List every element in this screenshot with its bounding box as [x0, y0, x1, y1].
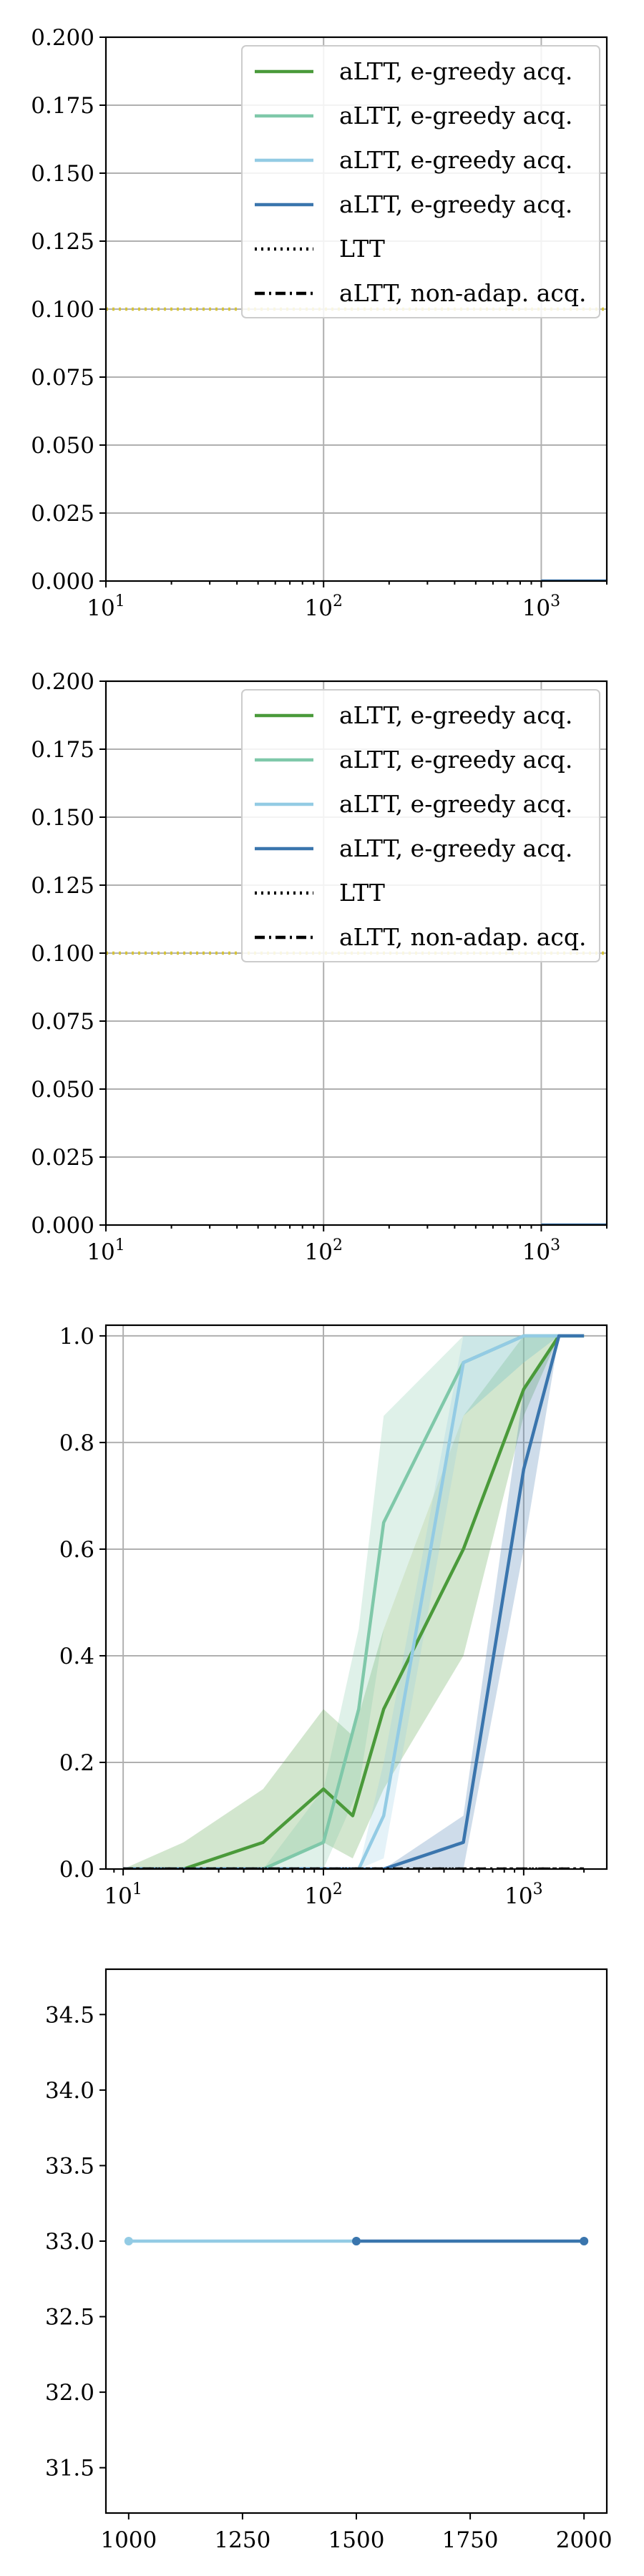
legend-label: aLTT, e-greedy acq.: [339, 834, 572, 862]
x-tick-label: 103: [522, 592, 560, 621]
confidence-band: [123, 1335, 585, 1869]
data-point: [124, 2237, 133, 2245]
data-layer: [123, 1334, 585, 1869]
legend-label: aLTT, e-greedy acq.: [339, 102, 572, 130]
y-tick-label: 0.175: [31, 737, 94, 763]
y-tick-label: 0.175: [31, 93, 94, 119]
y-tick-label: 0.100: [31, 941, 94, 967]
y-tick-label: 0.075: [31, 365, 94, 391]
confidence-band: [123, 1335, 585, 1869]
x-tick-label: 103: [504, 1880, 542, 1909]
y-tick-label: 0.125: [31, 229, 94, 255]
top-error-chart: 0.000 0.025 0.050 0.075 0.100 0.125 0.150 0.175…: [31, 25, 608, 621]
y-tick-label: 32.5: [45, 2305, 94, 2331]
y-tick-label: 0.150: [31, 161, 94, 187]
x-tick-label: 1750: [442, 2527, 499, 2553]
y-tick-label: 0.125: [31, 873, 94, 899]
y-tick-label: 0.050: [31, 433, 94, 459]
legend-label: LTT: [339, 879, 385, 907]
y-tick-label: 33.0: [45, 2229, 94, 2255]
y-tick-label: 0.0: [59, 1857, 94, 1883]
x-tick-label: 102: [304, 592, 342, 621]
legend-box: [241, 45, 600, 318]
y-tick-label: 0.2: [59, 1750, 94, 1776]
x-tick-label: 102: [304, 1236, 342, 1265]
y-tick-label: 0.4: [59, 1644, 94, 1669]
series-line: [123, 1334, 585, 1869]
y-tick-label: 32.0: [45, 2380, 94, 2406]
legend-label: aLTT, e-greedy acq.: [339, 701, 572, 729]
y-tick-label: 33.5: [45, 2153, 94, 2179]
x-tick-label: 101: [87, 1236, 125, 1265]
legend-label: aLTT, non-adap. acq.: [339, 279, 587, 307]
legend-label: aLTT, e-greedy acq.: [339, 146, 572, 174]
legend-label: aLTT, non-adap. acq.: [339, 923, 587, 951]
x-tick-label: 1250: [214, 2527, 270, 2553]
y-tick-label: 1.0: [59, 1324, 94, 1350]
y-tick-label: 34.0: [45, 2078, 94, 2104]
x-tick-label: 103: [522, 1236, 560, 1265]
legend: aLTT, e-greedy acq. aLTT, e-greedy acq. aL…: [241, 689, 600, 962]
y-tick-label: 0.150: [31, 805, 94, 831]
legend-label: aLTT, e-greedy acq.: [339, 190, 572, 218]
y-tick-label: 0.025: [31, 1145, 94, 1171]
legend-label: aLTT, e-greedy acq.: [339, 57, 572, 85]
y-tick-label: 0.050: [31, 1077, 94, 1103]
data-point: [580, 2237, 589, 2245]
y-tick-label: 0.6: [59, 1537, 94, 1563]
y-tick-label: 0.025: [31, 501, 94, 527]
y-tick-label: 0.200: [31, 25, 94, 51]
x-tick-label: 1500: [328, 2527, 385, 2553]
y-tick-label: 0.075: [31, 1009, 94, 1035]
y-tick-label: 31.5: [45, 2456, 94, 2482]
y-tick-label: 0.000: [31, 569, 94, 595]
x-tick-label: 101: [87, 592, 125, 621]
third-power-chart: 0.0 0.2 0.4 0.6 0.8 1.0 101 102 103: [59, 1324, 608, 1909]
confidence-band: [123, 1335, 585, 1869]
legend-label: LTT: [339, 235, 385, 263]
y-tick-label: 34.5: [45, 2002, 94, 2028]
legend: aLTT, e-greedy acq. aLTT, e-greedy acq. aL…: [241, 45, 600, 318]
data-point: [352, 2237, 361, 2245]
y-tick-label: 0.000: [31, 1213, 94, 1239]
legend-label: aLTT, e-greedy acq.: [339, 746, 572, 774]
second-error-chart: 0.000 0.025 0.050 0.075 0.100 0.125 0.150 0.175…: [31, 669, 608, 1265]
y-tick-label: 0.200: [31, 669, 94, 695]
legend-label: aLTT, e-greedy acq.: [339, 790, 572, 818]
series-line: [123, 1334, 585, 1869]
y-tick-label: 0.100: [31, 297, 94, 323]
x-tick-label: 1000: [100, 2527, 157, 2553]
x-tick-label: 2000: [556, 2527, 613, 2553]
axes-frame: [104, 1324, 608, 1870]
series-line: [123, 1334, 585, 1869]
bottom-linear-chart: 31.5 32.0 32.5 33.0 33.5 34.0 34.5 1000 1250 1500…: [45, 1968, 613, 2553]
x-tick-label: 101: [104, 1880, 142, 1909]
legend-box: [241, 689, 600, 962]
y-tick-label: 0.8: [59, 1430, 94, 1456]
x-tick-label: 102: [304, 1880, 342, 1909]
